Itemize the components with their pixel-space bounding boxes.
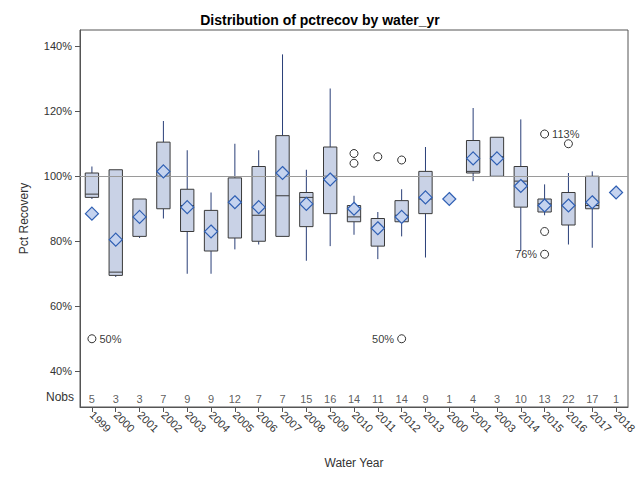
svg-text:3: 3 (494, 393, 500, 405)
svg-text:120%: 120% (44, 105, 72, 117)
svg-text:12: 12 (229, 393, 241, 405)
svg-text:2002: 2002 (159, 409, 185, 435)
svg-text:10: 10 (515, 393, 527, 405)
svg-text:2016: 2016 (564, 409, 590, 435)
svg-text:2017: 2017 (588, 409, 614, 435)
svg-text:17: 17 (586, 393, 598, 405)
svg-text:2003: 2003 (493, 409, 519, 435)
svg-text:2001: 2001 (135, 409, 161, 435)
svg-text:Water Year: Water Year (325, 456, 384, 470)
svg-text:7: 7 (160, 393, 166, 405)
svg-text:13: 13 (538, 393, 550, 405)
svg-text:9: 9 (184, 393, 190, 405)
svg-text:1: 1 (613, 393, 619, 405)
svg-text:40%: 40% (50, 365, 72, 377)
svg-text:2003: 2003 (183, 409, 209, 435)
svg-text:60%: 60% (50, 300, 72, 312)
svg-text:5: 5 (89, 393, 95, 405)
svg-text:9: 9 (208, 393, 214, 405)
svg-text:14: 14 (348, 393, 360, 405)
svg-text:16: 16 (324, 393, 336, 405)
svg-text:Pct Recovery: Pct Recovery (17, 183, 31, 254)
svg-text:113%: 113% (552, 128, 580, 140)
svg-text:2004: 2004 (207, 409, 233, 435)
svg-text:1: 1 (446, 393, 452, 405)
svg-text:2007: 2007 (278, 409, 304, 435)
svg-text:140%: 140% (44, 40, 72, 52)
svg-text:Distribution of pctrecov by wa: Distribution of pctrecov by water_yr (200, 12, 440, 28)
svg-text:2013: 2013 (421, 409, 447, 435)
svg-text:2011: 2011 (374, 409, 399, 434)
svg-text:2006: 2006 (254, 409, 280, 435)
svg-text:2005: 2005 (231, 409, 257, 435)
svg-text:Nobs: Nobs (46, 390, 74, 404)
svg-text:3: 3 (137, 393, 143, 405)
svg-text:7: 7 (256, 393, 262, 405)
svg-text:2014: 2014 (517, 409, 543, 435)
svg-text:2001: 2001 (469, 409, 495, 435)
svg-text:1999: 1999 (88, 409, 114, 435)
svg-text:80%: 80% (50, 235, 72, 247)
svg-text:50%: 50% (99, 333, 121, 345)
svg-text:2012: 2012 (397, 409, 423, 435)
svg-text:4: 4 (470, 393, 476, 405)
svg-text:15: 15 (300, 393, 312, 405)
svg-text:3: 3 (113, 393, 119, 405)
svg-text:76%: 76% (515, 248, 537, 260)
svg-text:2008: 2008 (302, 409, 328, 435)
svg-text:2015: 2015 (540, 409, 566, 435)
svg-text:2000: 2000 (111, 409, 137, 435)
svg-text:2009: 2009 (326, 409, 352, 435)
svg-text:50%: 50% (372, 333, 394, 345)
svg-text:9: 9 (422, 393, 428, 405)
svg-text:22: 22 (562, 393, 574, 405)
svg-text:7: 7 (279, 393, 285, 405)
svg-text:2000: 2000 (445, 409, 471, 435)
svg-text:2018: 2018 (612, 409, 638, 435)
svg-text:14: 14 (396, 393, 408, 405)
svg-text:100%: 100% (44, 170, 72, 182)
svg-text:2010: 2010 (350, 409, 376, 435)
svg-text:11: 11 (372, 393, 383, 405)
